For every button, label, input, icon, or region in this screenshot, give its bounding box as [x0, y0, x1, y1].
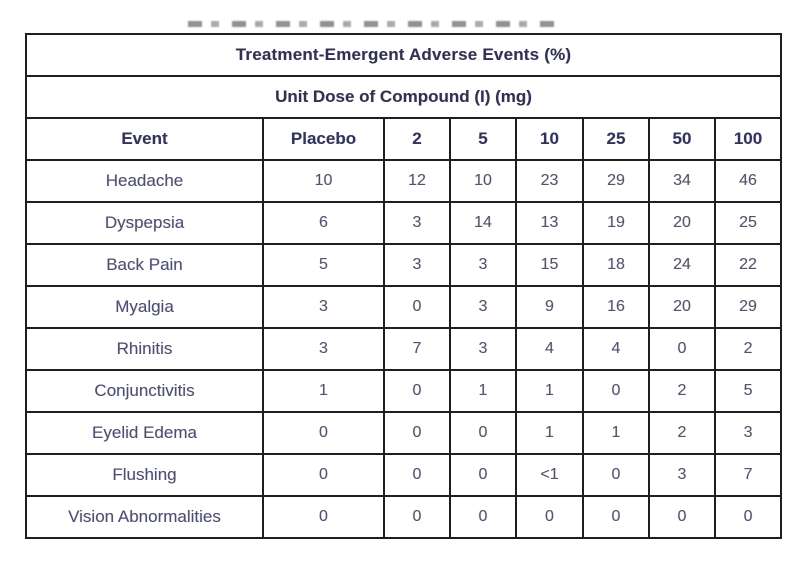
table-title: Treatment-Emergent Adverse Events (%) [24, 33, 783, 77]
event-cell: Myalgia [25, 285, 264, 329]
value-cell: 5 [713, 369, 783, 413]
value-cell: 0 [262, 453, 385, 497]
column-header-placebo: Placebo [262, 117, 385, 161]
value-cell: 0 [383, 495, 451, 539]
value-cell: 0 [582, 369, 650, 413]
value-cell: <1 [515, 453, 584, 497]
value-cell: 15 [515, 243, 584, 287]
value-cell: 0 [383, 411, 451, 455]
value-cell: 20 [648, 285, 716, 329]
value-cell: 13 [515, 201, 584, 245]
event-cell: Headache [25, 159, 264, 203]
value-cell: 29 [582, 159, 650, 203]
table-subtitle-row: Unit Dose of Compound (I) (mg) [24, 75, 783, 119]
table-row: Conjunctivitis 1 0 1 1 0 2 5 [25, 369, 783, 413]
column-header-dose-10: 10 [515, 117, 584, 161]
event-cell: Rhinitis [25, 327, 264, 371]
event-cell: Eyelid Edema [25, 411, 264, 455]
event-cell: Vision Abnormalities [25, 495, 264, 539]
value-cell: 20 [648, 201, 716, 245]
cropped-text-artifact [188, 21, 558, 27]
value-cell: 6 [262, 201, 385, 245]
table-row: Dyspepsia 6 3 14 13 19 20 25 [25, 201, 783, 245]
value-cell: 0 [383, 369, 451, 413]
event-cell: Flushing [25, 453, 264, 497]
value-cell: 0 [383, 285, 451, 329]
value-cell: 23 [515, 159, 584, 203]
table-row: Back Pain 5 3 3 15 18 24 22 [25, 243, 783, 287]
value-cell: 7 [383, 327, 451, 371]
value-cell: 18 [582, 243, 650, 287]
event-cell: Conjunctivitis [25, 369, 264, 413]
adverse-events-table: Treatment-Emergent Adverse Events (%) Un… [24, 33, 783, 539]
table-title-row: Treatment-Emergent Adverse Events (%) [24, 33, 783, 77]
value-cell: 25 [713, 201, 783, 245]
value-cell: 2 [648, 411, 716, 455]
value-cell: 1 [515, 411, 584, 455]
value-cell: 3 [449, 243, 517, 287]
value-cell: 19 [582, 201, 650, 245]
value-cell: 22 [713, 243, 783, 287]
value-cell: 10 [449, 159, 517, 203]
value-cell: 4 [582, 327, 650, 371]
event-cell: Dyspepsia [25, 201, 264, 245]
value-cell: 0 [449, 453, 517, 497]
column-header-row: Event Placebo 2 5 10 25 50 100 [25, 117, 783, 161]
table-row: Vision Abnormalities 0 0 0 0 0 0 0 [25, 495, 783, 539]
value-cell: 0 [515, 495, 584, 539]
value-cell: 3 [383, 243, 451, 287]
value-cell: 3 [262, 285, 385, 329]
value-cell: 2 [713, 327, 783, 371]
value-cell: 12 [383, 159, 451, 203]
value-cell: 24 [648, 243, 716, 287]
table-subtitle: Unit Dose of Compound (I) (mg) [24, 75, 783, 119]
value-cell: 0 [449, 495, 517, 539]
value-cell: 5 [262, 243, 385, 287]
value-cell: 1 [262, 369, 385, 413]
table-row: Headache 10 12 10 23 29 34 46 [25, 159, 783, 203]
column-header-event: Event [25, 117, 264, 161]
value-cell: 1 [449, 369, 517, 413]
value-cell: 0 [648, 327, 716, 371]
value-cell: 14 [449, 201, 517, 245]
table-body: Headache 10 12 10 23 29 34 46 Dyspepsia 6 3 14 13 19 2… [25, 159, 783, 539]
value-cell: 0 [383, 453, 451, 497]
value-cell: 0 [648, 495, 716, 539]
table-row: Eyelid Edema 0 0 0 1 1 2 3 [25, 411, 783, 455]
value-cell: 3 [449, 327, 517, 371]
column-header-dose-100: 100 [713, 117, 783, 161]
value-cell: 1 [515, 369, 584, 413]
value-cell: 0 [582, 495, 650, 539]
value-cell: 3 [449, 285, 517, 329]
value-cell: 2 [648, 369, 716, 413]
value-cell: 29 [713, 285, 783, 329]
value-cell: 9 [515, 285, 584, 329]
column-header-dose-2: 2 [383, 117, 451, 161]
value-cell: 16 [582, 285, 650, 329]
value-cell: 4 [515, 327, 584, 371]
table-row: Flushing 0 0 0 <1 0 3 7 [25, 453, 783, 497]
value-cell: 0 [262, 411, 385, 455]
value-cell: 0 [262, 495, 385, 539]
value-cell: 3 [713, 411, 783, 455]
value-cell: 0 [449, 411, 517, 455]
value-cell: 7 [713, 453, 783, 497]
column-header-dose-50: 50 [648, 117, 716, 161]
value-cell: 46 [713, 159, 783, 203]
table-row: Myalgia 3 0 3 9 16 20 29 [25, 285, 783, 329]
value-cell: 3 [383, 201, 451, 245]
column-header-dose-25: 25 [582, 117, 650, 161]
value-cell: 3 [262, 327, 385, 371]
table-row: Rhinitis 3 7 3 4 4 0 2 [25, 327, 783, 371]
value-cell: 0 [582, 453, 650, 497]
value-cell: 1 [582, 411, 650, 455]
value-cell: 3 [648, 453, 716, 497]
value-cell: 10 [262, 159, 385, 203]
value-cell: 34 [648, 159, 716, 203]
column-header-dose-5: 5 [449, 117, 517, 161]
value-cell: 0 [713, 495, 783, 539]
event-cell: Back Pain [25, 243, 264, 287]
